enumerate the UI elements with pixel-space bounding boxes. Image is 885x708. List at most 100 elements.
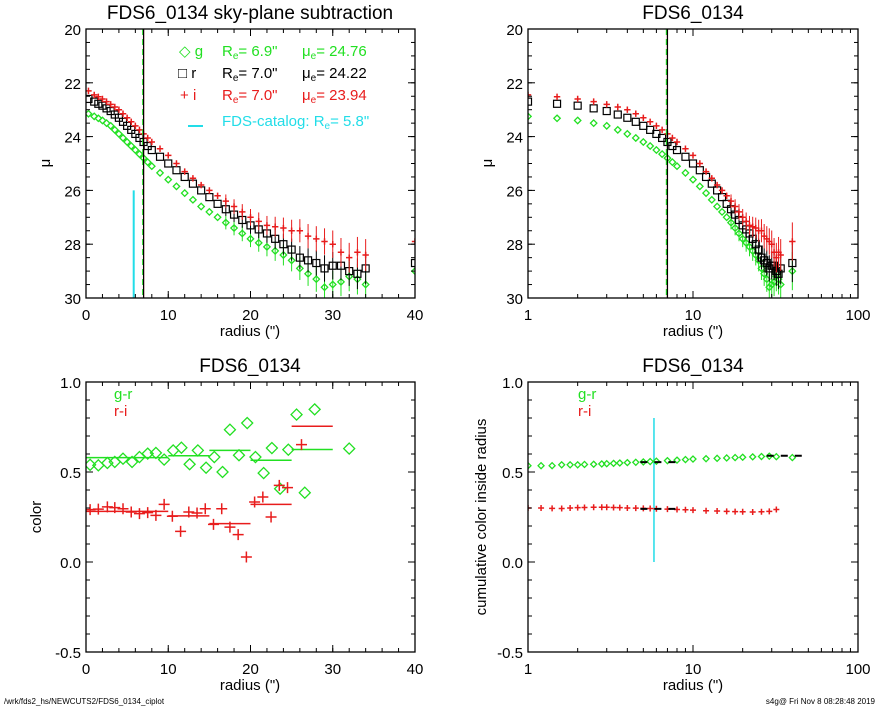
i-profile-point xyxy=(144,134,151,142)
panel4-plot-area xyxy=(528,418,809,562)
i-profile-point xyxy=(181,168,188,175)
ri-color-point xyxy=(265,511,277,523)
ri-color-point xyxy=(647,505,654,512)
i-profile-point xyxy=(128,118,135,126)
r-profile-point xyxy=(602,106,611,116)
gr-color-point xyxy=(174,441,188,455)
panel3-xlabel: radius (") xyxy=(220,677,280,694)
x-tick-label: 10 xyxy=(685,307,702,324)
g-profile-point xyxy=(279,250,288,260)
ri-color-point xyxy=(603,504,610,511)
ri-color-point xyxy=(158,498,170,510)
g-profile-point xyxy=(695,182,704,191)
y-tick-label: 28 xyxy=(64,237,81,254)
gr-color-point xyxy=(615,459,624,467)
gr-color-point xyxy=(281,443,295,457)
i-profile-point xyxy=(263,222,271,229)
ri-color-point xyxy=(610,504,617,511)
g-profile-point xyxy=(135,149,144,159)
i-profile-point xyxy=(742,218,750,225)
r-profile-point xyxy=(552,99,562,108)
y-tick-label: 1.0 xyxy=(60,375,81,392)
g-profile-point xyxy=(143,158,152,167)
gr-color-point xyxy=(589,460,598,469)
gr-color-point xyxy=(116,452,130,466)
y-tick-label: -0.5 xyxy=(497,645,523,662)
g-profile-point xyxy=(287,256,296,265)
gr-color-point xyxy=(566,460,575,469)
footer-timestamp: s4g@ Fri Nov 8 08:28:48 2019 xyxy=(766,697,876,706)
x-tick-label: 20 xyxy=(242,661,259,678)
ri-color-point xyxy=(766,508,773,515)
ri-color-point xyxy=(92,503,104,515)
ri-color-point xyxy=(117,503,129,515)
gr-color-point xyxy=(100,456,114,470)
y-tick-label: -0.5 xyxy=(55,645,81,662)
g-profile-point xyxy=(613,125,622,134)
ri-color-point xyxy=(538,505,545,511)
ri-color-point xyxy=(581,504,588,511)
i-profile-point xyxy=(603,101,610,108)
i-profile-point xyxy=(239,208,246,216)
panel2-ylabel: μ xyxy=(479,159,496,168)
i-profile-point xyxy=(165,152,172,159)
i-profile-point xyxy=(640,114,647,121)
i-profile-point xyxy=(346,254,353,261)
gr-color-point xyxy=(183,457,197,471)
x-tick-label: 0 xyxy=(82,661,90,678)
panel4-title: FDS6_0134 xyxy=(642,356,744,377)
i-profile-point xyxy=(658,126,666,134)
i-profile-point xyxy=(107,101,114,108)
i-profile-point xyxy=(222,197,230,205)
g-profile-point xyxy=(672,162,682,171)
ri-color-point xyxy=(257,491,269,503)
i-profile-point xyxy=(197,181,205,189)
gr-color-point xyxy=(298,486,312,500)
gr-color-point xyxy=(249,450,262,464)
g-profile-point xyxy=(688,175,698,184)
panel4-ylabel: cumulative color inside radius xyxy=(473,419,490,616)
gr-color-point xyxy=(342,442,356,456)
i-profile-point xyxy=(288,227,295,234)
y-tick-label: 0.0 xyxy=(60,555,81,572)
gr-color-point xyxy=(772,452,781,461)
g-profile-point xyxy=(123,137,132,147)
gr-color-point xyxy=(240,416,254,430)
x-tick-label: 100 xyxy=(845,307,870,324)
legend-r-mue: μe= 24.22 xyxy=(302,65,367,84)
r-profile-point xyxy=(613,110,622,119)
r-profile-point xyxy=(213,199,222,208)
g-profile-point xyxy=(172,182,181,191)
x-tick-label: 0 xyxy=(82,307,90,324)
gr-color-point xyxy=(623,458,632,467)
r-profile-point xyxy=(695,166,704,175)
y-tick-label: 24 xyxy=(64,130,81,147)
panel1: 0 10 20 30 40 20 22 24 26 28 30 xyxy=(64,22,423,324)
ri-color-point xyxy=(232,529,244,541)
g-profile-point xyxy=(623,129,632,139)
g-profile-point xyxy=(734,229,744,238)
g-profile-point xyxy=(552,114,562,123)
i-profile-point xyxy=(271,223,279,230)
cum-legend-gr: g-r xyxy=(578,386,596,403)
gr-color-point xyxy=(673,456,681,465)
r-profile-point xyxy=(717,193,727,202)
g-profile-point xyxy=(528,112,533,121)
gr-color-point xyxy=(557,460,566,469)
g-profile-point xyxy=(147,162,156,171)
g-profile-point xyxy=(106,121,115,130)
i-profile-point xyxy=(708,175,716,182)
g-profile-point xyxy=(131,145,140,155)
ri-color-point xyxy=(690,507,696,514)
gr-color-point xyxy=(580,460,589,469)
i-profile-point xyxy=(702,168,710,175)
r-profile-point xyxy=(774,269,783,278)
y-tick-label: 20 xyxy=(506,22,523,39)
y-tick-label: 22 xyxy=(506,76,523,93)
panel2-plot-area xyxy=(528,29,797,298)
y-tick-label: 22 xyxy=(64,76,81,93)
g-profile-point xyxy=(668,158,677,167)
i-profile-point xyxy=(614,103,621,111)
ri-color-point xyxy=(714,508,721,515)
i-profile-point xyxy=(739,214,746,221)
